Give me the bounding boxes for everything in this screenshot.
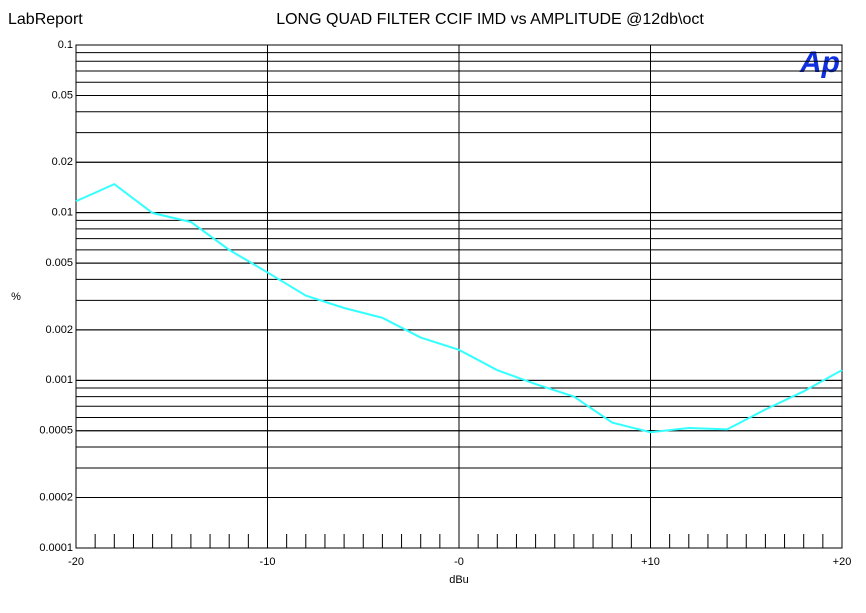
data-line (75, 182, 843, 434)
x-tick-label: +20 (833, 556, 852, 568)
y-tick-label: 0.02 (52, 156, 73, 168)
logo: Ap (799, 46, 840, 79)
chart-title: LONG QUAD FILTER CCIF IMD vs AMPLITUDE @… (276, 11, 704, 28)
y-tick-label: 0.0001 (39, 542, 73, 554)
y-tick-label: 0.0002 (39, 491, 73, 503)
y-tick-label: 0.001 (45, 374, 73, 386)
y-tick-label: 0.002 (45, 324, 73, 336)
y-tick-label: 0.005 (45, 257, 73, 269)
x-tick-label: -10 (260, 556, 276, 568)
x-tick-label: -0 (454, 556, 464, 568)
y-tick-label: 0.1 (58, 39, 73, 51)
y-axis-label: % (11, 291, 21, 303)
y-tick-label: 0.0005 (39, 425, 73, 437)
x-axis-label: dBu (449, 574, 469, 586)
x-tick-label: +10 (641, 556, 660, 568)
plot-frame (75, 44, 843, 549)
y-tick-label: 0.05 (52, 89, 73, 101)
app-name: LabReport (8, 11, 83, 28)
x-tick-label: -20 (68, 556, 84, 568)
y-tick-label: 0.01 (52, 207, 73, 219)
